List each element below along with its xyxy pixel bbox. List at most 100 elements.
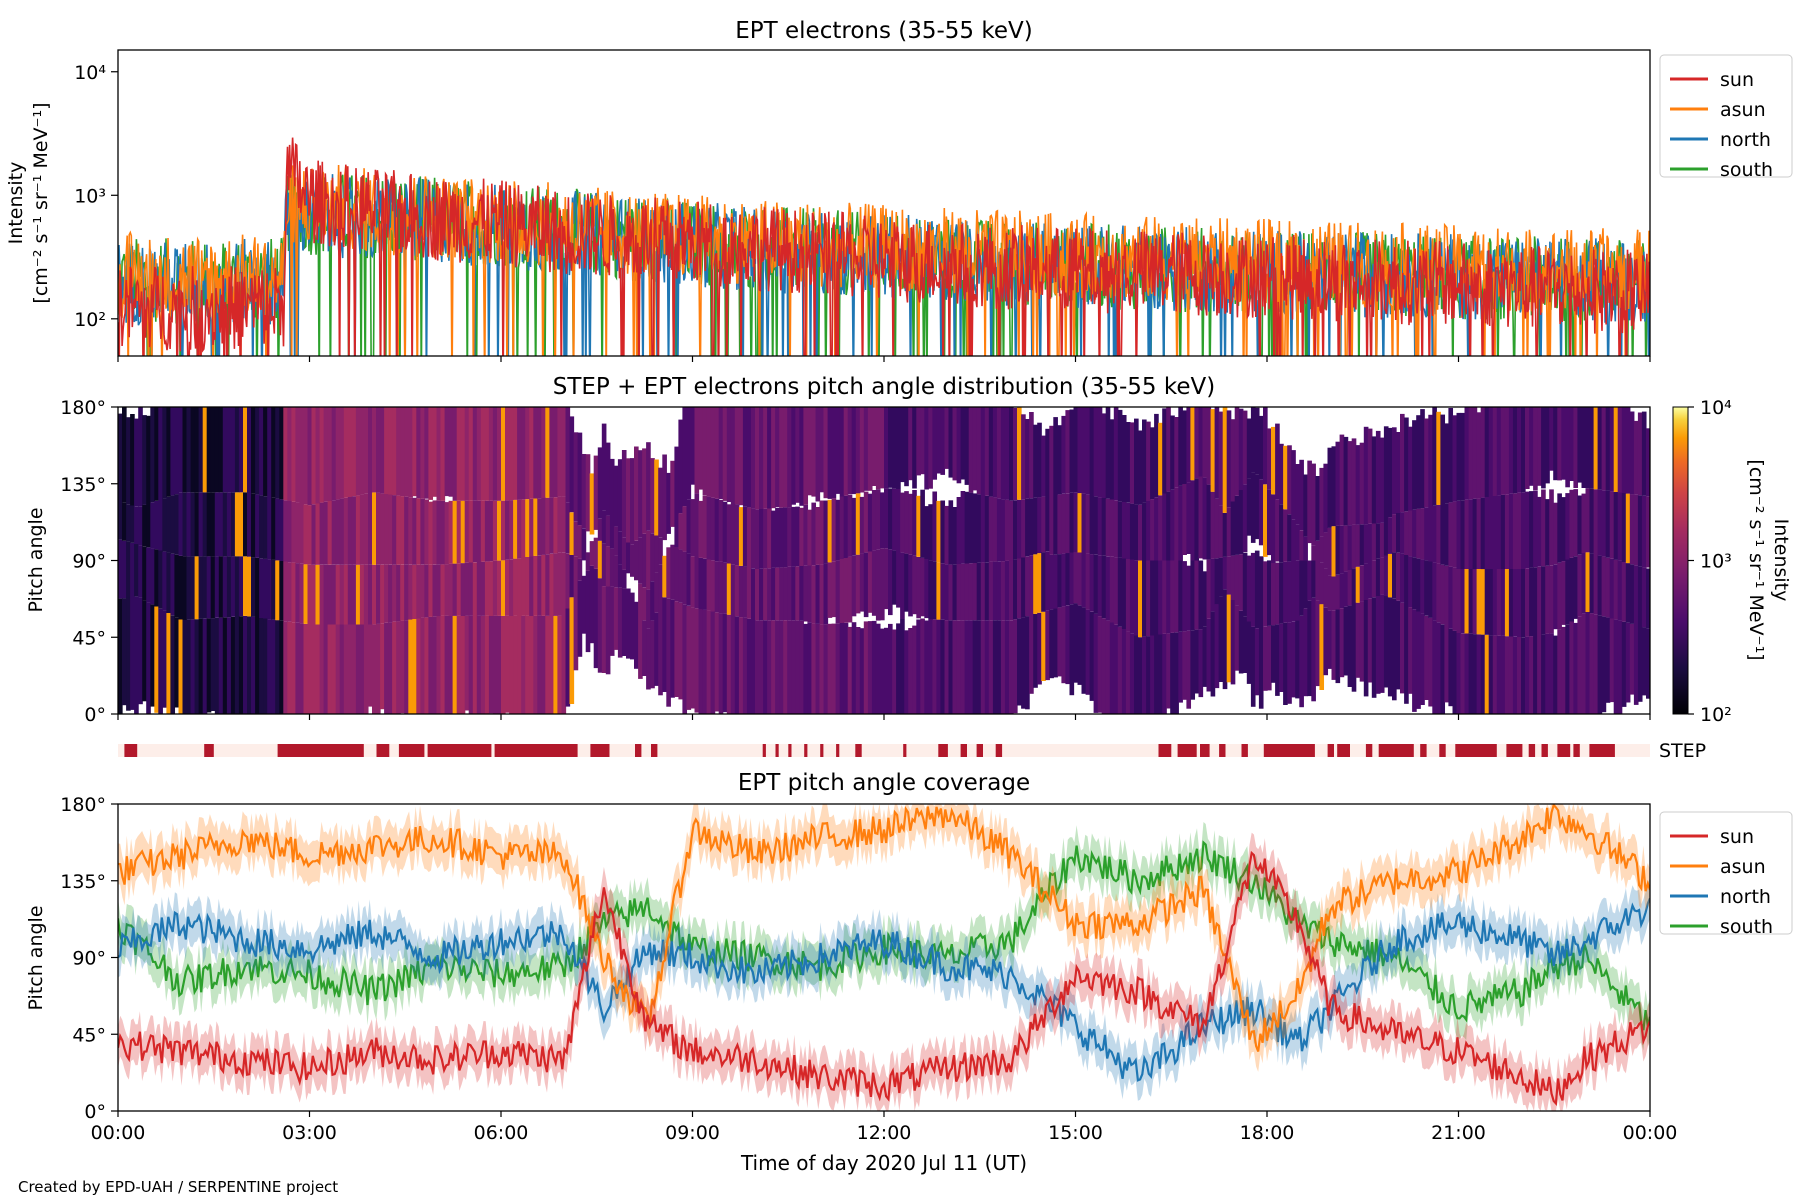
heatmap-cell	[138, 545, 143, 598]
panel1-ylabel: Intensity	[5, 162, 27, 245]
heatmap-cell	[315, 564, 321, 625]
heatmap-cell	[755, 509, 760, 569]
heatmap-cell	[763, 508, 768, 569]
heatmap-cell	[775, 567, 780, 621]
heatmap-cell	[1553, 502, 1558, 565]
heatmap-cell	[1581, 613, 1587, 714]
heatmap-cell	[1488, 569, 1494, 636]
heatmap-cell	[468, 500, 474, 563]
heatmap-cell	[1254, 628, 1260, 696]
heatmap-cell	[444, 615, 450, 714]
heatmap-cell	[1633, 494, 1639, 566]
heatmap-cell	[1109, 556, 1115, 623]
heatmap-cell	[904, 553, 909, 612]
heatmap-cell	[964, 563, 970, 621]
heatmap-cell	[1174, 632, 1179, 714]
heatmap-cell	[932, 561, 938, 620]
heatmap-cell	[307, 564, 313, 625]
heatmap-cell	[1315, 476, 1321, 541]
heatmap-cell	[497, 615, 502, 714]
heatmap-cell	[646, 589, 651, 628]
heatmap-cell	[1315, 560, 1321, 601]
heatmap-cell	[851, 497, 857, 556]
heatmap-cell	[1508, 493, 1514, 569]
heatmap-cell	[956, 620, 962, 714]
heatmap-cell	[996, 561, 1002, 621]
heatmap-cell	[400, 407, 405, 497]
heatmap-cell	[1109, 622, 1115, 714]
heatmap-cell	[710, 611, 716, 714]
heatmap-cell	[271, 559, 276, 620]
heatmap-cell	[992, 620, 998, 714]
heatmap-cell	[1218, 505, 1224, 558]
heatmap-cell	[984, 495, 990, 563]
heatmap-cell	[343, 497, 349, 565]
heatmap-cell	[900, 552, 905, 619]
heatmap-cell	[751, 568, 756, 620]
heatmap-cell	[1085, 609, 1091, 695]
heatmap-cell	[1428, 414, 1433, 507]
heatmap-cell	[867, 407, 873, 491]
heatmap-cell	[1162, 633, 1167, 714]
step-on-bar	[277, 744, 364, 757]
heatmap-cell	[1238, 408, 1244, 490]
heatmap-cell	[1134, 635, 1139, 714]
heatmap-cell	[1625, 407, 1631, 494]
heatmap-cell	[988, 407, 994, 497]
legend-label-sun: sun	[1720, 69, 1754, 91]
heatmap-cell	[1569, 407, 1575, 481]
heatmap-cell	[1448, 566, 1454, 629]
heatmap-cell	[1412, 609, 1417, 712]
heatmap-cell	[634, 540, 639, 581]
heatmap-cell	[460, 407, 466, 501]
heatmap-cell	[1033, 497, 1038, 555]
heatmap-cell	[831, 623, 837, 714]
heatmap-cell	[247, 493, 252, 557]
heatmap-cell	[589, 473, 595, 535]
heatmap-cell	[1166, 491, 1171, 561]
heatmap-cell	[1537, 566, 1542, 635]
panel2-ylabel: Pitch angle	[25, 507, 47, 612]
heatmap-cell	[1057, 554, 1063, 608]
heatmap-cell	[154, 606, 159, 713]
heatmap-cell	[972, 493, 978, 563]
step-on-bar	[976, 744, 983, 757]
step-on-bar	[1528, 744, 1536, 757]
heatmap-cell	[996, 620, 1002, 714]
heatmap-cell	[388, 494, 393, 565]
heatmap-cell	[1113, 557, 1119, 625]
heatmap-cell	[529, 407, 534, 499]
x-tick-label: 00:00	[1623, 1122, 1678, 1144]
heatmap-cell	[436, 407, 442, 501]
heatmap-cell	[283, 500, 288, 562]
heatmap-cell	[1287, 514, 1292, 562]
heatmap-cell	[1004, 499, 1010, 561]
step-on-bar	[1378, 744, 1414, 757]
heatmap-cell	[892, 629, 897, 714]
step-on-bar	[398, 744, 425, 757]
heatmap-cell	[678, 513, 684, 550]
heatmap-cell	[295, 407, 301, 503]
heatmap-cell	[368, 493, 373, 565]
heatmap-cell	[1553, 564, 1558, 630]
heatmap-cell	[218, 492, 224, 557]
heatmap-cell	[158, 550, 163, 609]
heatmap-cell	[468, 562, 474, 616]
heatmap-cell	[746, 567, 752, 619]
heatmap-cell	[726, 504, 732, 564]
heatmap-cell	[1432, 562, 1437, 621]
heatmap-cell	[1432, 620, 1437, 714]
heatmap-cell	[440, 615, 446, 714]
heatmap-cell	[734, 504, 740, 566]
heatmap-cell	[1335, 525, 1341, 575]
heatmap-cell	[1113, 500, 1119, 558]
heatmap-cell	[1279, 443, 1284, 505]
heatmap-cell	[573, 586, 579, 671]
heatmap-cell	[1367, 428, 1373, 524]
heatmap-cell	[1218, 557, 1224, 597]
heatmap-cell	[1480, 497, 1486, 570]
heatmap-cell	[968, 563, 974, 621]
heatmap-cell	[1468, 633, 1474, 714]
heatmap-cell	[734, 565, 740, 617]
heatmap-cell	[1400, 512, 1405, 554]
